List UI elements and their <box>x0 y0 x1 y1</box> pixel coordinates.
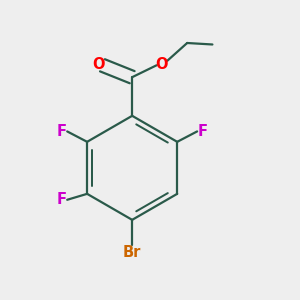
Text: F: F <box>197 124 208 139</box>
Text: F: F <box>57 192 67 207</box>
Text: F: F <box>57 124 67 139</box>
Text: O: O <box>156 57 168 72</box>
Text: Br: Br <box>123 245 141 260</box>
Text: O: O <box>92 57 105 72</box>
